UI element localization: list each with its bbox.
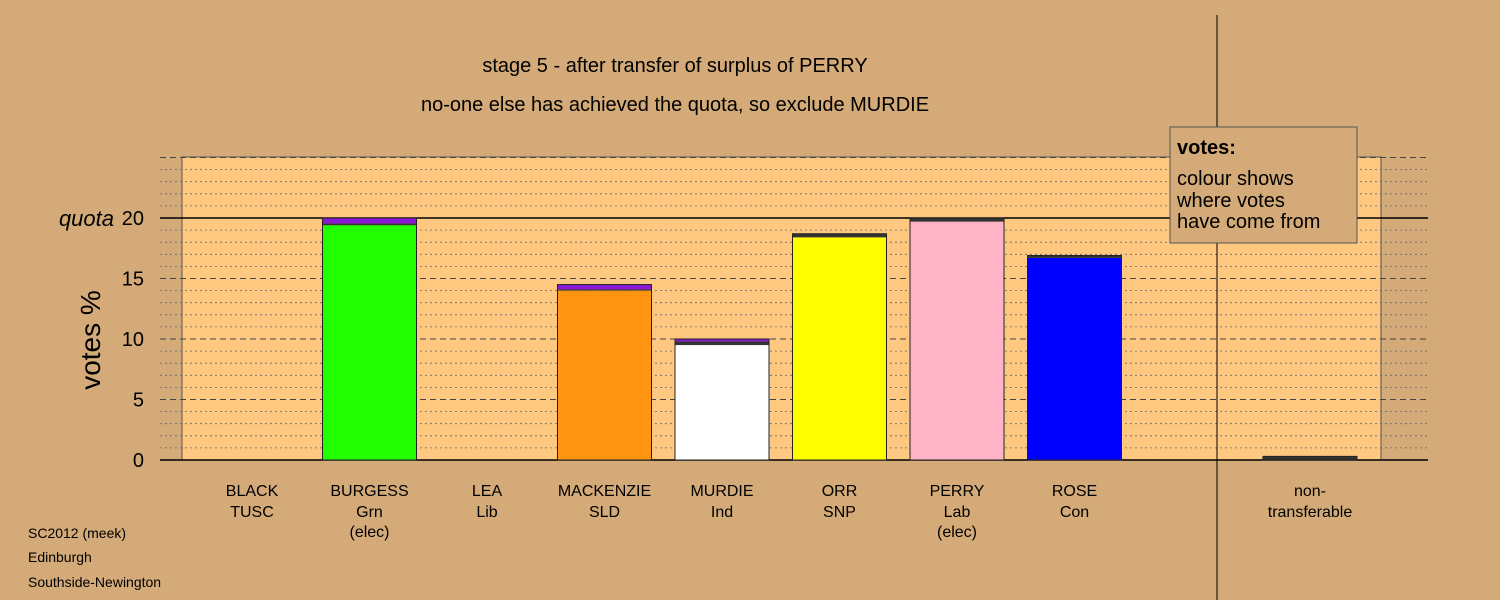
chart-subtitle: no-one else has achieved the quota, so e… (421, 94, 929, 116)
bar-outline (557, 284, 652, 461)
candidate-name: BURGESS (330, 483, 408, 500)
candidate-status: (elec) (937, 524, 977, 541)
candidate-name: ROSE (1052, 483, 1097, 500)
candidate-party: Ind (711, 504, 733, 521)
bar-segment (557, 284, 652, 290)
footer-council: Edinburgh (28, 549, 92, 565)
y-tick-label: 0 (133, 450, 144, 472)
legend-line-2: where votes (1176, 190, 1285, 212)
legend-line-3: have come from (1177, 211, 1320, 233)
bar-segment (1027, 255, 1122, 258)
bar-segment (675, 339, 769, 342)
bar-outline (909, 217, 1005, 461)
candidate-party: Lib (476, 504, 497, 521)
chart-title: stage 5 - after transfer of surplus of P… (482, 55, 867, 77)
bar-segment (557, 289, 652, 291)
bar-outline (1027, 255, 1122, 461)
candidate-party: Grn (356, 504, 383, 521)
y-tick-label: 20 (122, 208, 144, 230)
nontransferable-label-1: non- (1294, 483, 1326, 500)
y-axis-label: votes % (75, 290, 106, 390)
bar-outline (792, 233, 887, 461)
legend-line-1: colour shows (1177, 168, 1294, 190)
candidate-name: MURDIE (690, 483, 753, 500)
quota-label: quota (59, 206, 114, 231)
bar-segment (557, 290, 652, 460)
bar-segment (910, 221, 1004, 460)
bar-segment (675, 345, 769, 460)
candidate-party: TUSC (230, 504, 274, 521)
legend-title: votes: (1177, 137, 1236, 159)
bar-segment (792, 237, 887, 460)
candidate-party: Con (1060, 504, 1089, 521)
footer-ward: Southside-Newington (28, 574, 161, 590)
candidate-name: ORR (822, 483, 858, 500)
nontransferable-bar (1262, 455, 1358, 461)
y-tick-label: 10 (122, 329, 144, 351)
candidate-name: PERRY (930, 483, 985, 500)
bar-segment (322, 218, 417, 224)
candidate-party: SNP (823, 504, 856, 521)
candidate-party: SLD (589, 504, 620, 521)
candidate-status: (elec) (349, 524, 389, 541)
bar-segment (910, 218, 1004, 222)
bar-segment (792, 233, 887, 238)
nontransferable-label-2: transferable (1268, 504, 1353, 521)
candidate-name: MACKENZIE (558, 483, 651, 500)
candidate-name: LEA (472, 483, 503, 500)
y-tick-label: 5 (133, 390, 144, 412)
candidate-name: BLACK (226, 483, 279, 500)
legend: votes: colour shows where votes have com… (1169, 126, 1358, 244)
candidate-party: Lab (944, 504, 971, 521)
y-tick-label: 15 (122, 269, 144, 291)
footer-method: SC2012 (meek) (28, 525, 126, 541)
bar-segment (322, 223, 417, 226)
bar-outline (322, 217, 417, 461)
bar-outline (674, 338, 770, 461)
bar-segment (1027, 257, 1122, 460)
bar-segment (675, 341, 769, 346)
legend-box (1169, 126, 1358, 244)
bar-segment (322, 225, 417, 460)
